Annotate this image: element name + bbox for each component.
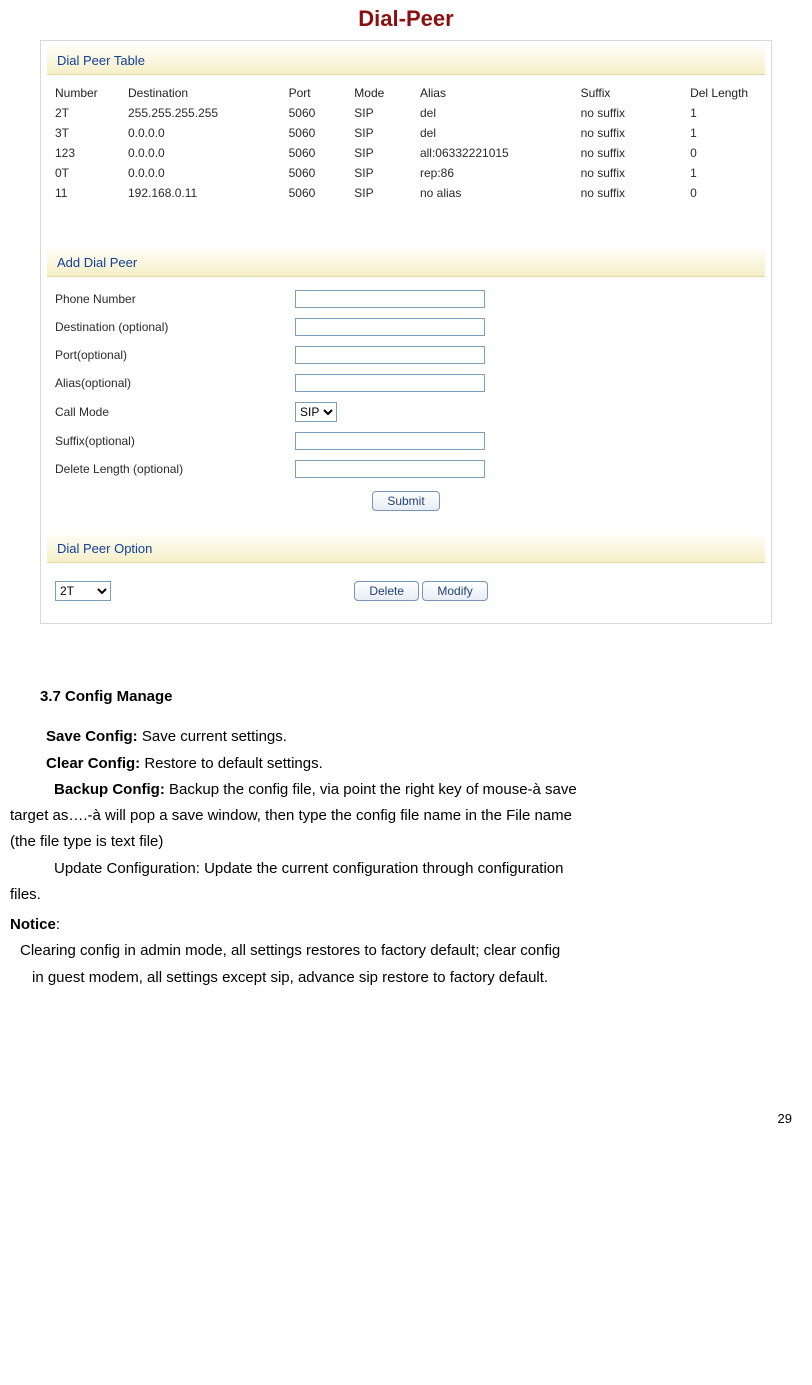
dial-peer-table-heading: Dial Peer Table <box>47 47 765 75</box>
table-cell: 1 <box>676 163 771 183</box>
table-cell: SIP <box>340 123 406 143</box>
destination-input[interactable] <box>295 318 485 336</box>
table-cell: no suffix <box>567 143 677 163</box>
suffix-label: Suffix(optional) <box>41 427 281 455</box>
table-header: Number <box>41 83 114 103</box>
dial-peer-option-heading: Dial Peer Option <box>47 535 765 563</box>
table-cell: SIP <box>340 103 406 123</box>
table-header: Alias <box>406 83 567 103</box>
backup-config-text-1: Backup the config file, via point the ri… <box>165 781 577 798</box>
table-cell: 0T <box>41 163 114 183</box>
table-row: 11192.168.0.115060SIPno aliasno suffix0 <box>41 183 771 203</box>
table-header: Destination <box>114 83 275 103</box>
table-row: 2T255.255.255.2555060SIPdelno suffix1 <box>41 103 771 123</box>
clear-config-label: Clear Config: <box>46 755 140 772</box>
table-cell: SIP <box>340 183 406 203</box>
table-header: Suffix <box>567 83 677 103</box>
table-row: 1230.0.0.05060SIPall:06332221015no suffi… <box>41 143 771 163</box>
backup-config-text-2: target as….-à will pop a save window, th… <box>10 803 802 829</box>
modify-button[interactable]: Modify <box>422 581 487 601</box>
table-cell: 5060 <box>275 163 341 183</box>
port-input[interactable] <box>295 346 485 364</box>
table-cell: no suffix <box>567 123 677 143</box>
table-header: Port <box>275 83 341 103</box>
notice-label: Notice <box>10 916 56 933</box>
table-cell: rep:86 <box>406 163 567 183</box>
table-row: 3T0.0.0.05060SIPdelno suffix1 <box>41 123 771 143</box>
backup-config-label: Backup Config: <box>54 781 165 798</box>
table-cell: 5060 <box>275 183 341 203</box>
table-cell: 5060 <box>275 123 341 143</box>
table-cell: 192.168.0.11 <box>114 183 275 203</box>
table-cell: del <box>406 123 567 143</box>
delete-button[interactable]: Delete <box>354 581 419 601</box>
table-cell: del <box>406 103 567 123</box>
doc-heading: 3.7 Config Manage <box>40 684 802 710</box>
table-cell: 0.0.0.0 <box>114 163 275 183</box>
call-mode-select[interactable]: SIP <box>295 402 337 422</box>
table-cell: 0.0.0.0 <box>114 123 275 143</box>
table-cell: 1 <box>676 123 771 143</box>
add-dial-peer-heading: Add Dial Peer <box>47 249 765 277</box>
notice-colon: : <box>56 916 60 933</box>
table-cell: SIP <box>340 143 406 163</box>
dial-peer-option-select[interactable]: 2T <box>55 581 111 601</box>
add-dial-peer-form: Phone Number Destination (optional) Port… <box>41 285 771 483</box>
call-mode-label: Call Mode <box>41 397 281 427</box>
update-config-text-1: Update Configuration: Update the current… <box>10 856 802 882</box>
table-cell: no suffix <box>567 103 677 123</box>
table-cell: 255.255.255.255 <box>114 103 275 123</box>
table-cell: 11 <box>41 183 114 203</box>
table-cell: 5060 <box>275 143 341 163</box>
update-config-text-2: files. <box>10 882 802 908</box>
table-cell: 3T <box>41 123 114 143</box>
save-config-label: Save Config: <box>46 728 138 745</box>
table-cell: SIP <box>340 163 406 183</box>
save-config-text: Save current settings. <box>138 728 287 745</box>
notice-text-1: Clearing config in admin mode, all setti… <box>10 938 802 964</box>
submit-button[interactable]: Submit <box>372 491 439 511</box>
table-cell: 0.0.0.0 <box>114 143 275 163</box>
table-cell: no suffix <box>567 163 677 183</box>
delete-length-label: Delete Length (optional) <box>41 455 281 483</box>
table-cell: 1 <box>676 103 771 123</box>
phone-number-label: Phone Number <box>41 285 281 313</box>
table-cell: 123 <box>41 143 114 163</box>
table-header: Mode <box>340 83 406 103</box>
alias-input[interactable] <box>295 374 485 392</box>
table-cell: 5060 <box>275 103 341 123</box>
phone-number-input[interactable] <box>295 290 485 308</box>
doc-section: 3.7 Config Manage Save Config: Save curr… <box>10 684 802 991</box>
table-row: 0T0.0.0.05060SIPrep:86no suffix1 <box>41 163 771 183</box>
table-cell: 0 <box>676 143 771 163</box>
backup-config-text-3: (the file type is text file) <box>10 829 802 855</box>
table-cell: 0 <box>676 183 771 203</box>
dial-peer-table: NumberDestinationPortModeAliasSuffixDel … <box>41 83 771 203</box>
table-cell: 2T <box>41 103 114 123</box>
destination-label: Destination (optional) <box>41 313 281 341</box>
clear-config-text: Restore to default settings. <box>140 755 323 772</box>
table-cell: all:06332221015 <box>406 143 567 163</box>
alias-label: Alias(optional) <box>41 369 281 397</box>
port-label: Port(optional) <box>41 341 281 369</box>
page-number: 29 <box>0 991 812 1126</box>
delete-length-input[interactable] <box>295 460 485 478</box>
notice-text-2: in guest modem, all settings except sip,… <box>10 965 802 991</box>
table-header: Del Length <box>676 83 771 103</box>
suffix-input[interactable] <box>295 432 485 450</box>
table-cell: no suffix <box>567 183 677 203</box>
page-title: Dial-Peer <box>0 6 812 32</box>
table-cell: no alias <box>406 183 567 203</box>
dial-peer-panel: Dial Peer Table NumberDestinationPortMod… <box>40 40 772 624</box>
